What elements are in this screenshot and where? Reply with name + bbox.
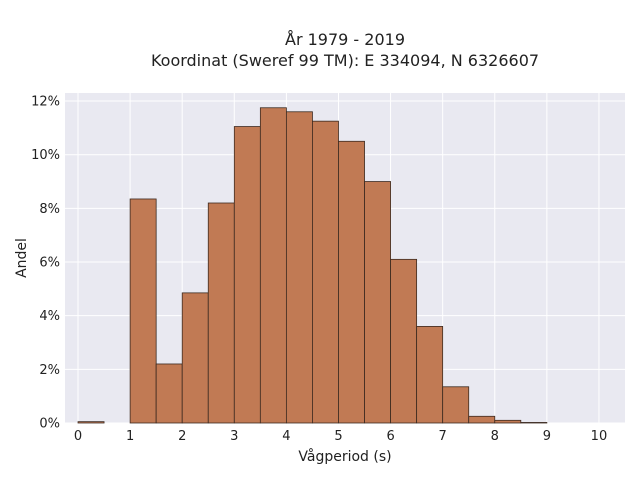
bars — [77, 107, 548, 424]
y-tick-label: 12% — [31, 95, 60, 110]
y-tick-label: 6% — [39, 256, 60, 271]
y-tick-label: 4% — [39, 309, 60, 324]
y-tick-label: 10% — [31, 148, 60, 163]
x-axis-label: Vågperiod (s) — [298, 448, 391, 465]
chart-title-line-1: År 1979 - 2019 — [285, 30, 405, 49]
histogram-bar — [77, 421, 105, 424]
y-tick-label: 8% — [39, 202, 60, 217]
y-axis-label: Andel — [14, 238, 30, 278]
x-tick-label: 1 — [126, 429, 134, 444]
histogram-bar — [233, 126, 261, 424]
histogram-bar — [416, 326, 444, 424]
histogram-bar — [364, 181, 391, 424]
x-tick-label: 10 — [591, 429, 608, 444]
y-tick-label: 2% — [39, 363, 60, 378]
histogram-bar — [390, 258, 418, 424]
y-tick-label: 0% — [39, 417, 60, 432]
x-tick-label: 8 — [491, 429, 499, 444]
y-axis-ticks: 0% 2% 4% 6% 8% 10% 12% — [31, 95, 60, 432]
x-tick-label: 0 — [74, 429, 82, 444]
histogram-bar — [338, 140, 365, 424]
histogram-bar — [181, 292, 209, 424]
histogram-bar — [129, 198, 157, 424]
histogram-bar — [312, 120, 339, 424]
histogram-bar — [468, 415, 496, 424]
chart-title-line-2: Koordinat (Sweref 99 TM): E 334094, N 63… — [151, 51, 539, 70]
x-tick-label: 7 — [439, 429, 447, 444]
x-tick-label: 3 — [230, 429, 238, 444]
x-tick-label: 4 — [282, 429, 290, 444]
x-tick-label: 9 — [543, 429, 551, 444]
histogram-bar — [155, 363, 183, 424]
histogram-bar — [494, 419, 522, 424]
histogram-bar — [207, 202, 235, 424]
x-axis-ticks: 0 1 2 3 4 5 6 7 8 9 10 — [74, 429, 607, 444]
x-tick-label: 5 — [334, 429, 342, 444]
x-tick-label: 2 — [178, 429, 186, 444]
histogram-bar — [285, 111, 313, 424]
histogram-bar — [520, 422, 548, 424]
histogram-bar — [442, 386, 470, 424]
x-tick-label: 6 — [386, 429, 394, 444]
histogram-bar — [259, 107, 287, 424]
